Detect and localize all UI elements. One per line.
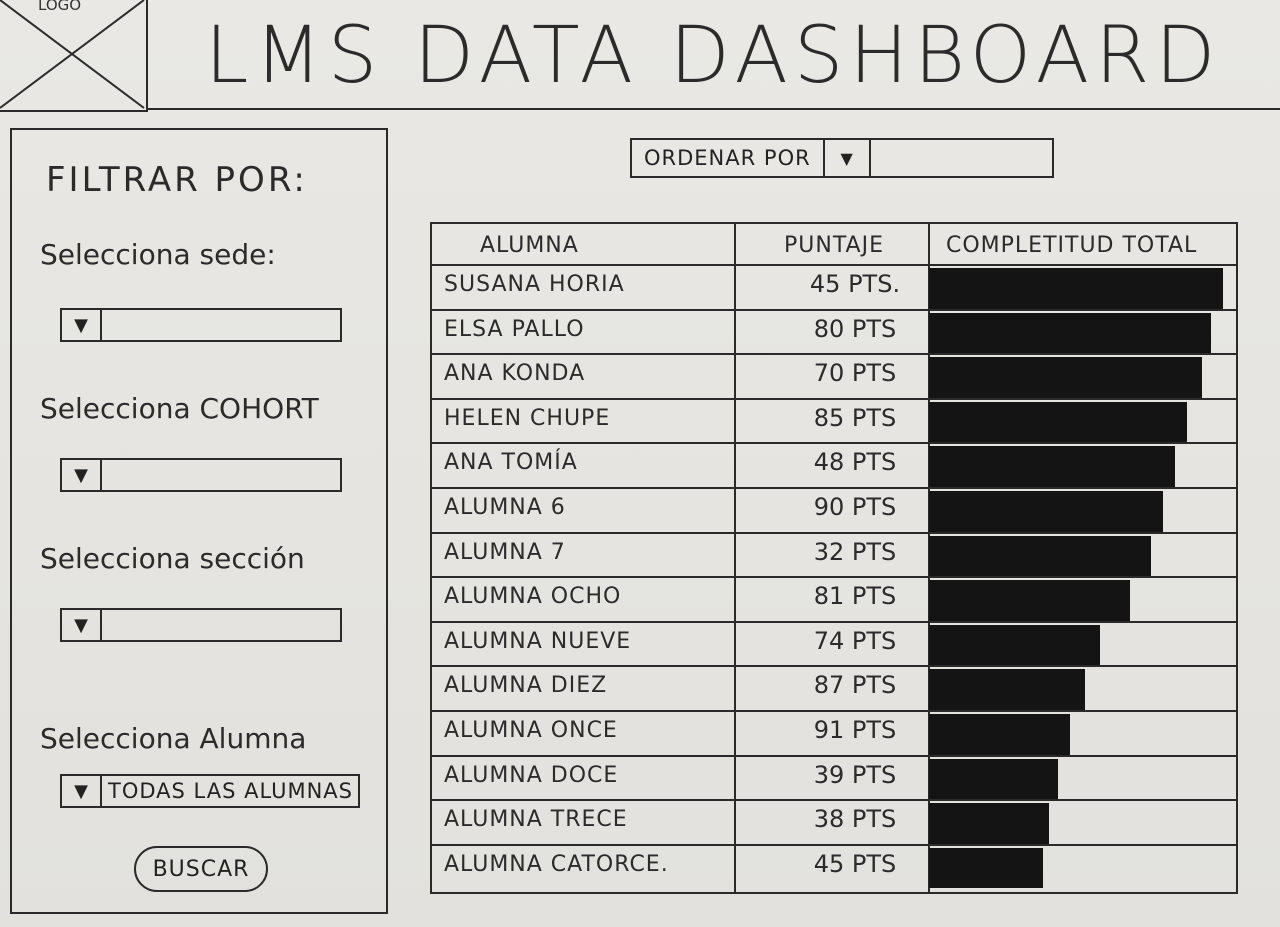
table-row[interactable]: ALUMNA DOCE 39 PTS [432, 754, 1236, 800]
table-row[interactable]: HELEN CHUPE 85 PTS [432, 397, 1236, 443]
student-name: ANA KONDA [444, 361, 586, 387]
student-name: HELEN CHUPE [444, 405, 611, 431]
sede-label: Selecciona sede: [40, 238, 276, 271]
completion-bar [929, 580, 1130, 621]
table-row[interactable]: ALUMNA TRECE 38 PTS [432, 799, 1236, 844]
table-row[interactable]: ANA TOMÍA 48 PTS [432, 442, 1236, 487]
triangle-down-icon[interactable]: ▼ [62, 310, 102, 340]
alumna-label: Selecciona Alumna [40, 722, 307, 755]
logo-placeholder: LOGO [0, 0, 148, 112]
student-score: 85 PTS [813, 403, 897, 432]
header-puntaje: PUNTAJE [784, 233, 884, 258]
student-score: 32 PTS [813, 537, 897, 566]
completion-bar [929, 624, 1100, 666]
table-row[interactable]: SUSANA HORIA 45 PTS. [432, 264, 1236, 309]
completion-bar [929, 714, 1070, 755]
student-name: ELSA PALLO [444, 316, 585, 342]
table-row[interactable]: ALUMNA CATORCE. 45 PTS [432, 843, 1236, 889]
student-score: 38 PTS [813, 805, 897, 834]
table-row[interactable]: ALUMNA 7 32 PTS [432, 531, 1236, 577]
student-name: ALUMNA 7 [444, 539, 566, 565]
table-row[interactable]: ALUMNA DIEZ 87 PTS [432, 665, 1236, 710]
student-score: 87 PTS [813, 671, 897, 700]
seccion-select[interactable]: ▼ [60, 608, 342, 642]
triangle-down-icon[interactable]: ▼ [62, 610, 102, 640]
completion-bar [929, 312, 1211, 354]
completion-bar [929, 401, 1187, 443]
student-name: ALUMNA 6 [444, 495, 566, 520]
student-name: ALUMNA DOCE [444, 762, 619, 788]
students-table: ALUMNA PUNTAJE COMPLETITUD TOTAL SUSANA … [430, 222, 1238, 894]
placeholder-x-icon [0, 0, 145, 109]
completion-bar [929, 357, 1202, 398]
cohort-label: Selecciona COHORT [40, 392, 319, 425]
student-score: 39 PTS [813, 760, 897, 789]
student-name: ALUMNA NUEVE [444, 628, 632, 654]
student-score: 70 PTS [813, 359, 897, 388]
table-row[interactable]: ALUMNA 6 90 PTS [432, 487, 1236, 532]
completion-bar [929, 803, 1049, 844]
student-score: 80 PTS [813, 314, 897, 343]
completion-bar [929, 535, 1151, 577]
triangle-down-icon[interactable]: ▼ [822, 140, 871, 176]
column-divider [734, 224, 736, 892]
student-name: SUSANA HORIA [444, 272, 625, 297]
seccion-label: Selecciona sección [40, 542, 305, 575]
completion-bar [929, 758, 1058, 800]
student-score: 45 PTS [813, 849, 897, 878]
student-name: ALUMNA ONCE [444, 718, 618, 743]
student-score: 74 PTS [813, 626, 897, 655]
student-name: ALUMNA OCHO [444, 584, 622, 610]
alumna-value: TODAS LAS ALUMNAS [108, 779, 353, 803]
filter-title: FILTRAR POR: [46, 160, 308, 200]
search-button[interactable]: BUSCAR [134, 846, 268, 892]
completion-bar [929, 268, 1223, 309]
page-title: LMS DATA DASHBOARD [205, 11, 1222, 101]
student-score: 48 PTS [813, 448, 897, 477]
student-score: 90 PTS [813, 493, 897, 521]
completion-bar [929, 491, 1163, 532]
alumna-select[interactable]: ▼ TODAS LAS ALUMNAS [60, 774, 360, 808]
logo-text: LOGO [38, 0, 82, 14]
completion-bar [929, 847, 1043, 889]
student-name: ANA TOMÍA [444, 450, 578, 476]
completion-bar [929, 446, 1175, 487]
triangle-down-icon[interactable]: ▼ [62, 776, 102, 806]
header-alumna: ALUMNA [480, 233, 579, 258]
order-by-label: ORDENAR POR [644, 146, 811, 170]
cohort-select[interactable]: ▼ [60, 458, 342, 492]
student-name: ALUMNA CATORCE. [444, 851, 669, 877]
completion-bar [929, 669, 1085, 710]
table-row[interactable]: ALUMNA ONCE 91 PTS [432, 710, 1236, 755]
student-name: ALUMNA DIEZ [444, 673, 608, 699]
header-completitud: COMPLETITUD TOTAL [946, 233, 1198, 258]
student-score: 81 PTS [813, 582, 897, 611]
student-score: 91 PTS [813, 716, 897, 744]
triangle-down-icon[interactable]: ▼ [62, 460, 102, 490]
order-by-select[interactable]: ORDENAR POR ▼ [630, 138, 1054, 178]
student-name: ALUMNA TRECE [444, 807, 628, 833]
filter-sidebar: FILTRAR POR: Selecciona sede: ▼ Seleccio… [10, 128, 388, 914]
student-score: 45 PTS. [809, 270, 901, 298]
header-divider [146, 108, 1280, 110]
sede-select[interactable]: ▼ [60, 308, 342, 342]
table-row[interactable]: ANA KONDA 70 PTS [432, 353, 1236, 398]
table-row[interactable]: ALUMNA OCHO 81 PTS [432, 576, 1236, 621]
table-row[interactable]: ALUMNA NUEVE 74 PTS [432, 620, 1236, 666]
table-row[interactable]: ELSA PALLO 80 PTS [432, 308, 1236, 354]
